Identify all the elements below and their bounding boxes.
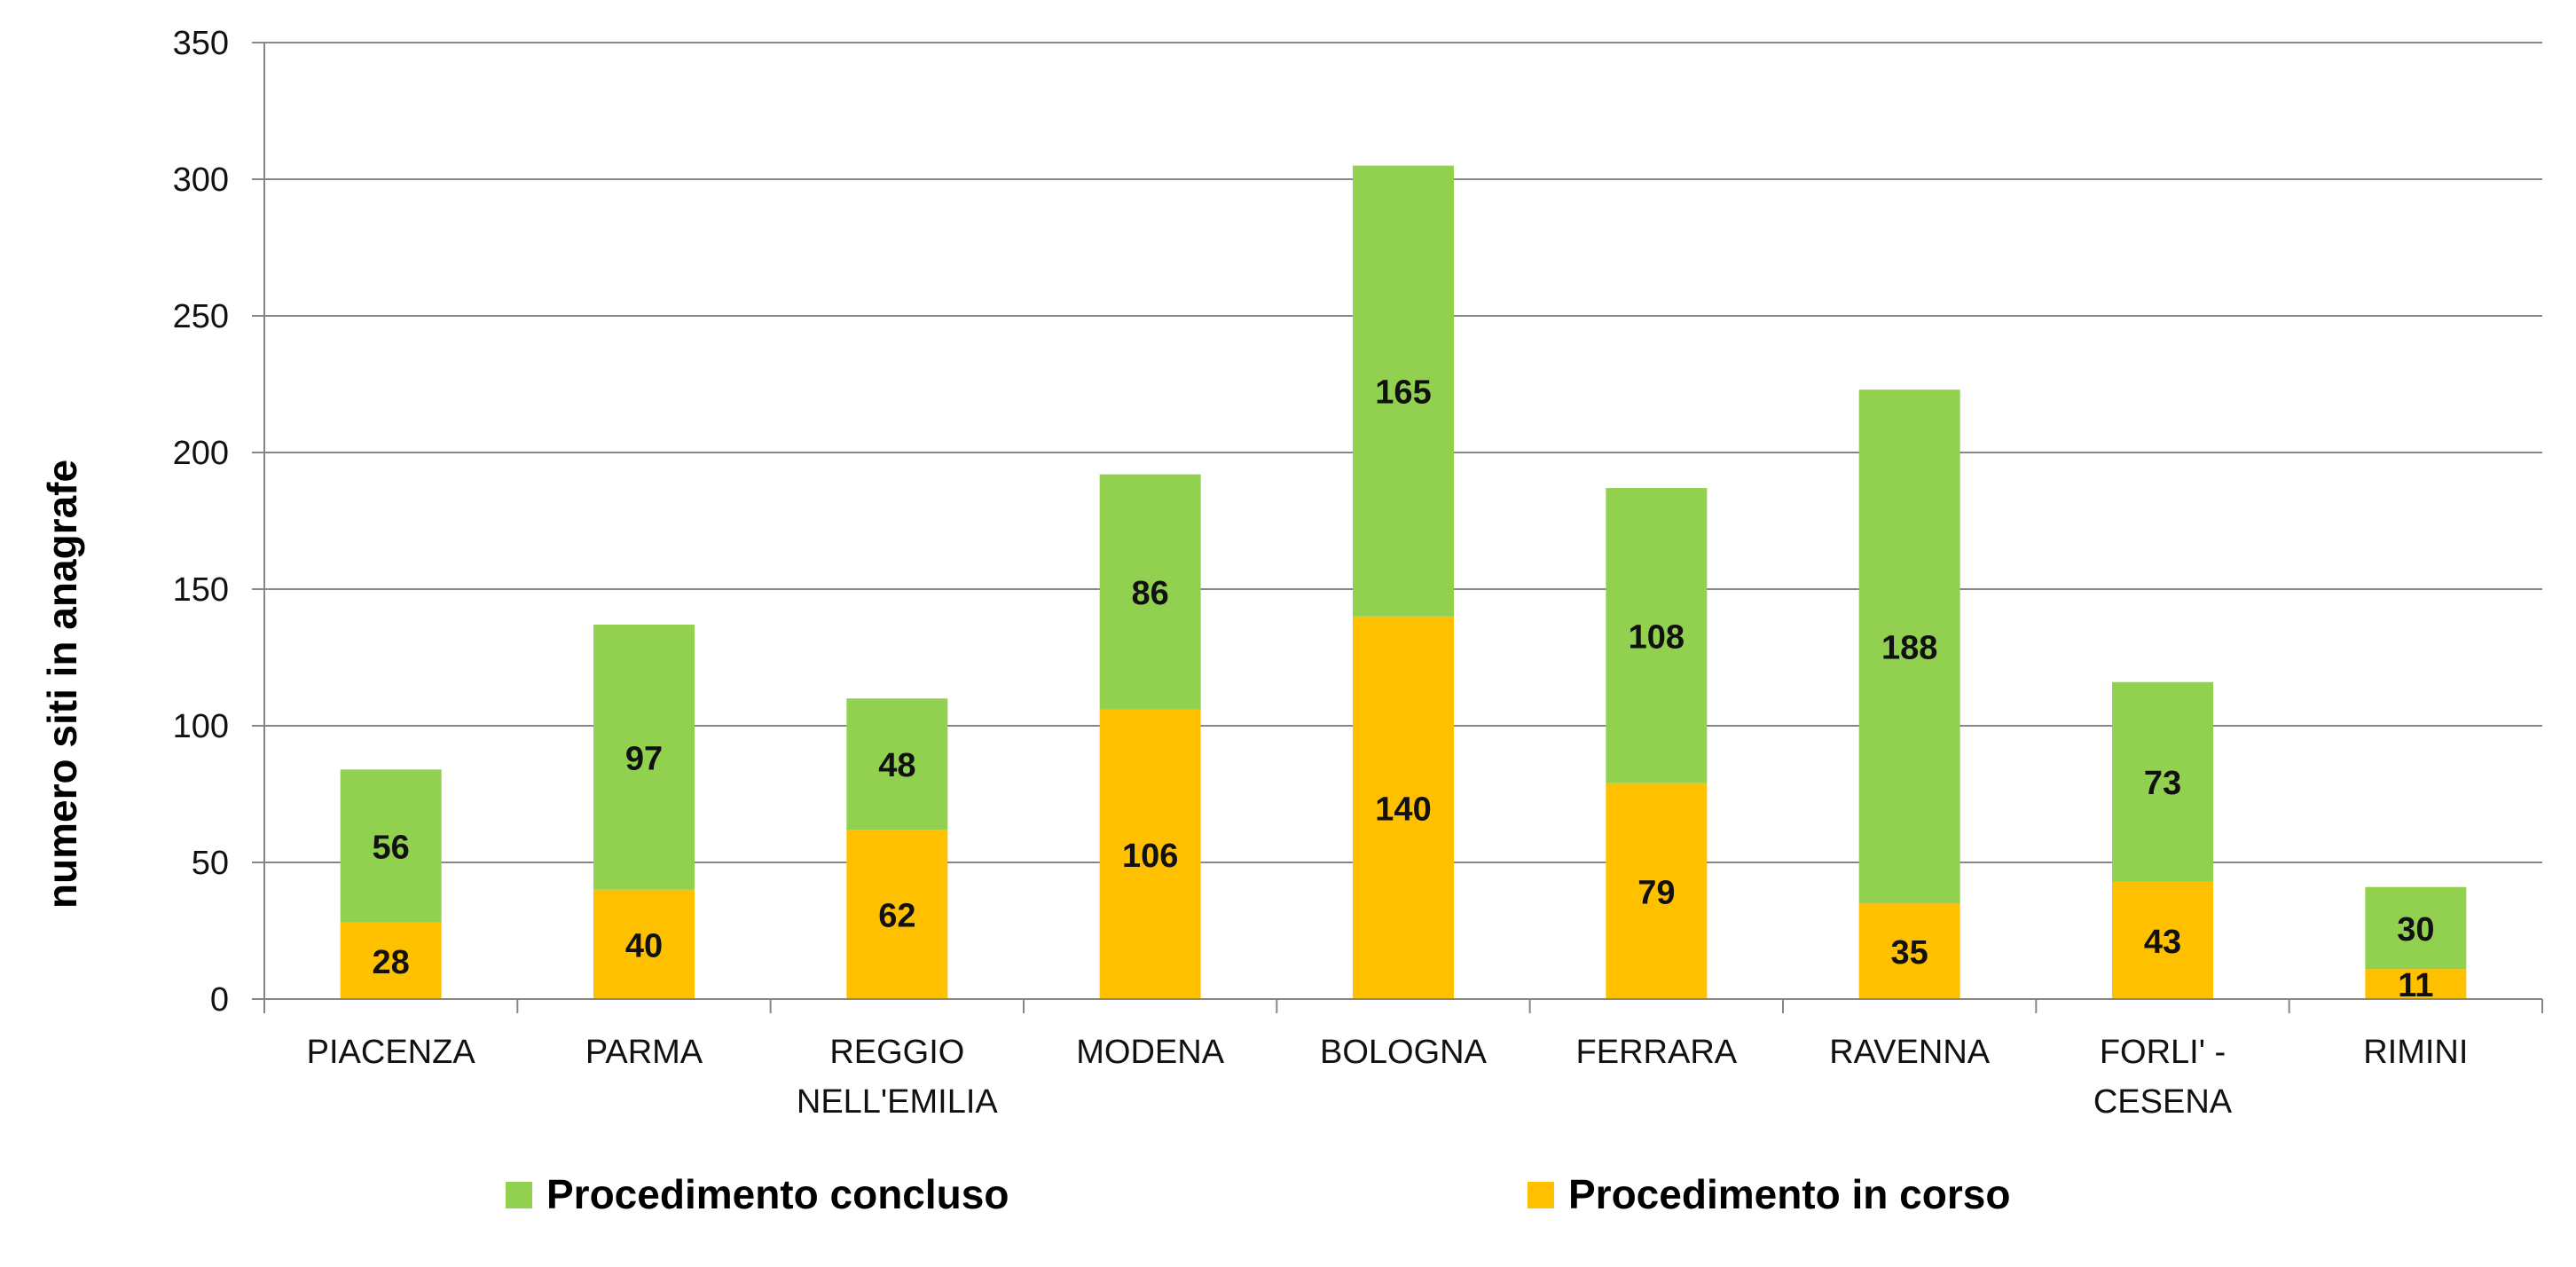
bar-bologna-series-1: [1353, 165, 1454, 617]
data-label-ravenna-series-1: 188: [1881, 630, 1937, 667]
bar-rimini-series-1: [2365, 886, 2467, 970]
data-label-modena-series-1: 86: [1132, 575, 1169, 612]
category-label-line: PIACENZA: [307, 1034, 476, 1071]
category-label-4: BOLOGNA: [1320, 1034, 1488, 1071]
category-label-8: RIMINI: [2363, 1034, 2468, 1071]
bar-ferrara-series-0: [1606, 783, 1708, 999]
category-label-line: REGGIO: [829, 1034, 964, 1071]
x-axis-category-labels: PIACENZA PARMA REGGIO NELL'EMILIA MODENA BOLO…: [307, 1034, 2469, 1121]
category-label-line: NELL'EMILIA: [797, 1083, 999, 1121]
y-tick-label-150: 150: [173, 571, 229, 609]
bar-modena-series-0: [1099, 709, 1201, 999]
bar-ferrara-series-1: [1606, 488, 1708, 783]
bar-bologna-series-0: [1353, 616, 1454, 999]
category-label-0: PIACENZA: [307, 1034, 476, 1071]
y-axis-title: numero siti in anagrafe: [39, 460, 85, 909]
legend-label-0: Procedimento concluso: [546, 1171, 1009, 1217]
data-label-bologna-series-1: 165: [1375, 374, 1431, 412]
category-label-2: REGGIO NELL'EMILIA: [797, 1034, 999, 1121]
category-label-5: FERRARA: [1576, 1034, 1738, 1071]
bar-forli-cesena-series-1: [2112, 681, 2213, 882]
data-label-modena-series-0: 106: [1122, 838, 1178, 875]
y-tick-label-300: 300: [173, 161, 229, 199]
data-label-reggio-nell-emilia-series-0: 62: [878, 898, 915, 935]
y-tick-label-0: 0: [210, 981, 229, 1019]
data-label-rimini-series-1: 30: [2397, 911, 2434, 948]
bar-reggio-nell-emilia-series-0: [846, 830, 948, 999]
category-label-line: PARMA: [585, 1034, 703, 1071]
bar-ravenna-series-0: [1858, 903, 1960, 999]
category-label-7: FORLI' - CESENA: [2093, 1034, 2233, 1121]
data-label-piacenza-series-1: 56: [373, 830, 410, 867]
bar-ravenna-series-1: [1858, 390, 1960, 904]
data-label-bologna-series-0: 140: [1375, 791, 1431, 828]
category-label-line: FORLI' -: [2100, 1034, 2226, 1071]
category-label-line: RIMINI: [2363, 1034, 2468, 1071]
bar-parma-series-1: [593, 625, 695, 890]
y-tick-label-200: 200: [173, 435, 229, 472]
legend-swatch-0: [506, 1182, 532, 1208]
category-label-1: PARMA: [585, 1034, 703, 1071]
bar-rimini-series-0: [2365, 969, 2467, 999]
y-tick-label-350: 350: [173, 25, 229, 62]
legend-swatch-1: [1528, 1182, 1554, 1208]
legend: Procedimento concluso Procedimento in cor…: [506, 1171, 2010, 1217]
bar-modena-series-1: [1099, 474, 1201, 710]
data-label-reggio-nell-emilia-series-1: 48: [878, 747, 915, 784]
data-label-forli-cesena-series-0: 43: [2144, 924, 2181, 961]
y-tick-label-50: 50: [192, 845, 229, 882]
data-label-parma-series-0: 40: [625, 927, 663, 964]
bar-parma-series-0: [593, 889, 695, 999]
data-label-ferrara-series-1: 108: [1629, 618, 1685, 656]
legend-label-1: Procedimento in corso: [1568, 1171, 2010, 1217]
category-label-6: RAVENNA: [1829, 1034, 1991, 1071]
category-label-line: RAVENNA: [1829, 1034, 1991, 1071]
data-label-parma-series-1: 97: [625, 740, 663, 777]
y-axis-ticks: 0 50 100 150 200 250 300 350: [173, 25, 229, 1019]
bar-piacenza-series-1: [340, 769, 442, 923]
category-label-line: FERRARA: [1576, 1034, 1738, 1071]
data-label-ravenna-series-0: 35: [1891, 934, 1928, 972]
data-labels: 2856409762481068614016579108351884373113…: [373, 374, 2435, 1004]
data-label-forli-cesena-series-1: 73: [2144, 765, 2181, 802]
category-label-3: MODENA: [1076, 1034, 1224, 1071]
bar-forli-cesena-series-0: [2112, 881, 2213, 999]
data-label-piacenza-series-0: 28: [373, 944, 410, 981]
y-tick-label-100: 100: [173, 708, 229, 745]
category-label-line: CESENA: [2093, 1083, 2233, 1121]
category-label-line: BOLOGNA: [1320, 1034, 1488, 1071]
bar-reggio-nell-emilia-series-1: [846, 698, 948, 830]
x-axis: [263, 43, 2543, 1013]
bar-piacenza-series-0: [340, 922, 442, 999]
data-label-ferrara-series-0: 79: [1637, 874, 1675, 911]
category-label-line: MODENA: [1076, 1034, 1224, 1071]
y-tick-label-250: 250: [173, 298, 229, 335]
bars: [340, 165, 2467, 999]
